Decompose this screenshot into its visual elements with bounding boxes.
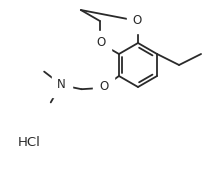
Text: O: O [132,15,141,28]
Text: O: O [96,37,105,49]
Text: HCl: HCl [18,136,41,149]
Text: O: O [98,80,108,93]
Text: N: N [57,78,66,91]
